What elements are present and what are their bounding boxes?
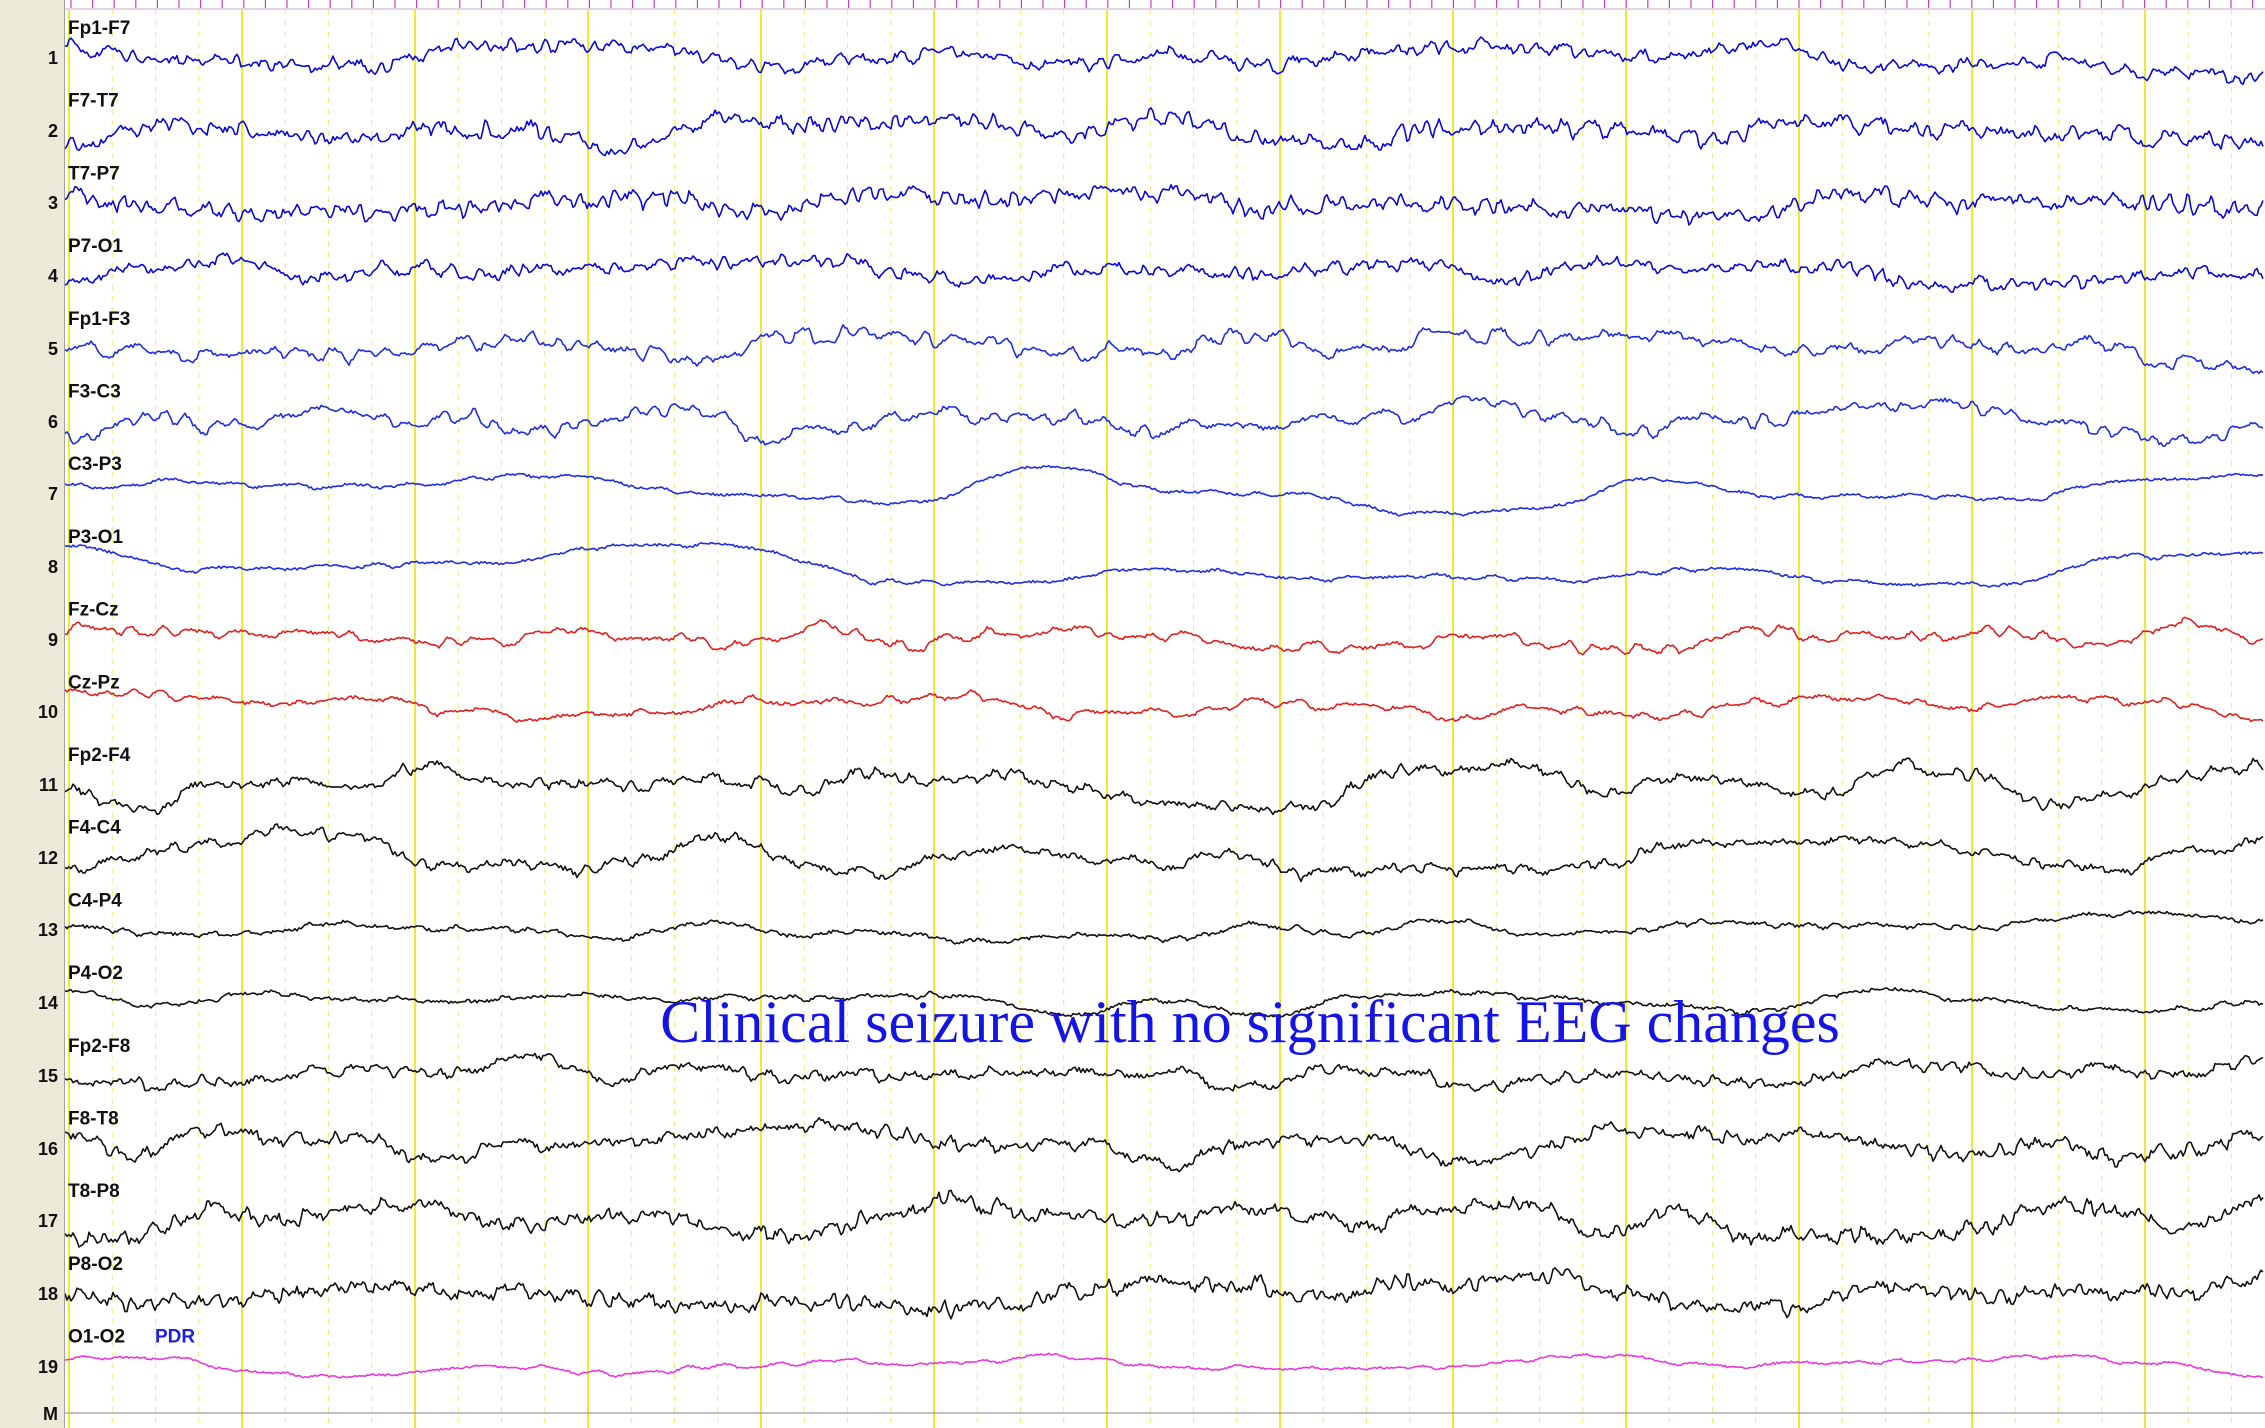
channel-number: 14 [37, 993, 58, 1014]
channel-number: 9 [47, 629, 58, 650]
eeg-trace-area[interactable]: Fp1-F7 F7-T7 T7-P7 P7-O1 Fp1-F3 F3-C3 C3-P3 P3-… [65, 0, 2265, 1428]
channel-number: 5 [47, 338, 58, 359]
channel-label[interactable]: Fp2-F8 [68, 1036, 130, 1057]
channel-number: 4 [47, 266, 58, 287]
trace-f8-t8 [65, 1117, 2264, 1173]
channel-number: 3 [47, 193, 58, 214]
channel-number: 17 [37, 1211, 58, 1232]
channel-label[interactable]: P8-O2 [68, 1254, 123, 1275]
channel-number: 10 [37, 702, 58, 723]
pdr-annotation-label: PDR [155, 1327, 195, 1348]
channel-number: 16 [37, 1138, 58, 1159]
trace-t7-p7 [65, 184, 2264, 226]
channel-label[interactable]: Fp2-F4 [68, 745, 131, 766]
channel-number: 8 [47, 556, 58, 577]
trace-p3-o1 [65, 541, 2264, 588]
channel-number: 1 [47, 48, 58, 68]
trace-fp2-f4 [65, 757, 2264, 816]
trace-t8-p8 [65, 1189, 2264, 1248]
trace-p8-o2 [65, 1267, 2264, 1320]
channel-label[interactable]: Fp1-F7 [68, 18, 130, 39]
trace-fp1-f3 [65, 324, 2264, 375]
channel-number: 2 [47, 120, 58, 141]
trace-o1-o2 [65, 1352, 2264, 1379]
channel-label[interactable]: Fp1-F3 [68, 309, 130, 330]
trace-f4-c4 [65, 823, 2264, 883]
channel-number: 7 [47, 484, 58, 505]
channel-label[interactable]: F7-T7 [68, 91, 119, 112]
trace-p4-o2 [65, 987, 2264, 1018]
trace-c4-p4 [65, 910, 2264, 945]
channel-number-gutter: 1 2 3 4 5 6 7 8 9 10 11 12 13 14 15 16 17 18 19 M [0, 0, 65, 1428]
trace-c3-p3 [65, 464, 2264, 517]
trace-p7-o1 [65, 252, 2264, 293]
channel-label[interactable]: F3-C3 [68, 382, 121, 403]
channel-number: 15 [37, 1065, 58, 1086]
channel-number: 19 [37, 1356, 58, 1377]
channel-number: 6 [47, 411, 58, 432]
channel-label[interactable]: F8-T8 [68, 1109, 119, 1130]
channel-labels: Fp1-F7 F7-T7 T7-P7 P7-O1 Fp1-F3 F3-C3 C3-P3 P3-… [68, 18, 195, 1348]
seizure-annotation: Clinical seizure with no significant EEG… [660, 989, 1840, 1055]
trace-cz-pz [65, 688, 2264, 723]
time-grid [68, 10, 2232, 1428]
channel-number: 11 [38, 775, 58, 795]
channel-label[interactable]: P4-O2 [68, 963, 123, 984]
channel-label[interactable]: T8-P8 [68, 1181, 120, 1202]
channel-label[interactable]: O1-O2 [68, 1327, 125, 1348]
trace-f3-c3 [65, 395, 2264, 447]
channel-label[interactable]: C3-P3 [68, 454, 122, 475]
channel-number: 13 [37, 920, 58, 941]
channel-label[interactable]: P7-O1 [68, 236, 123, 257]
channel-number: 12 [37, 847, 58, 868]
trace-fp2-f8 [65, 1052, 2264, 1094]
channel-label[interactable]: T7-P7 [68, 163, 120, 184]
trace-fz-cz [65, 616, 2264, 656]
channel-label[interactable]: F4-C4 [68, 818, 121, 839]
trace-fp1-f7 [65, 36, 2264, 86]
marker-row-label: M [43, 1404, 58, 1424]
channel-label[interactable]: Cz-Pz [68, 672, 120, 693]
top-time-ruler [65, 0, 2265, 10]
channel-label[interactable]: C4-P4 [68, 890, 122, 911]
eeg-traces [65, 36, 2264, 1379]
channel-label[interactable]: P3-O1 [68, 527, 123, 548]
channel-label[interactable]: Fz-Cz [68, 600, 119, 621]
trace-f7-t7 [65, 107, 2264, 157]
channel-number: 18 [37, 1283, 58, 1304]
